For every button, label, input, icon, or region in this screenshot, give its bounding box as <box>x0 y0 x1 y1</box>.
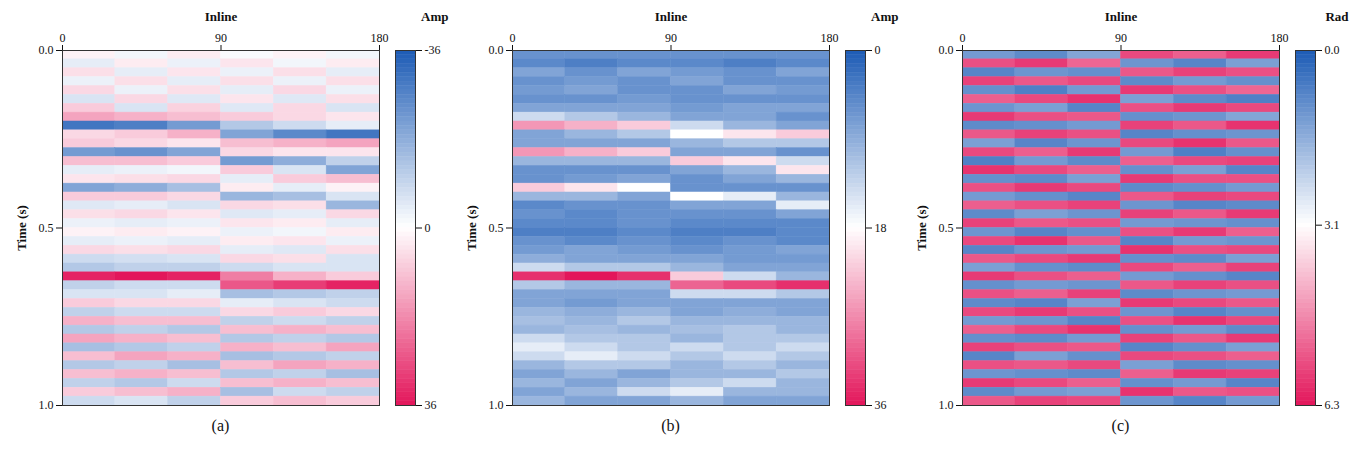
svg-text:36: 36 <box>875 398 887 412</box>
svg-text:18: 18 <box>875 221 887 235</box>
svg-text:180: 180 <box>821 31 839 45</box>
svg-text:Amp: Amp <box>421 9 448 24</box>
svg-text:Inline: Inline <box>1105 9 1138 24</box>
svg-text:180: 180 <box>1271 31 1289 45</box>
html-text:(b): (b) <box>661 417 680 434</box>
svg-text:0.5: 0.5 <box>489 221 504 235</box>
svg-text:90: 90 <box>665 31 677 45</box>
svg-text:0: 0 <box>60 31 66 45</box>
svg-text:0.0: 0.0 <box>489 43 504 57</box>
svg-text:0.0: 0.0 <box>1325 43 1340 57</box>
svg-text:0: 0 <box>510 31 516 45</box>
html-text:(c): (c) <box>1111 417 1130 434</box>
svg-text:90: 90 <box>1115 31 1127 45</box>
svg-text:0: 0 <box>425 221 431 235</box>
svg-text:90: 90 <box>215 31 227 45</box>
svg-text:0: 0 <box>960 31 966 45</box>
svg-text:36: 36 <box>425 398 437 412</box>
svg-text:Inline: Inline <box>205 9 238 24</box>
svg-text:3.1: 3.1 <box>1325 218 1340 232</box>
svg-text:0.5: 0.5 <box>939 221 954 235</box>
svg-text:Rad: Rad <box>1325 9 1349 24</box>
svg-text:Inline: Inline <box>655 9 688 24</box>
svg-text:0.0: 0.0 <box>39 43 54 57</box>
svg-text:0.0: 0.0 <box>939 43 954 57</box>
svg-text:1.0: 1.0 <box>39 398 54 412</box>
svg-text:1.0: 1.0 <box>939 398 954 412</box>
svg-text:Time (s): Time (s) <box>464 205 479 251</box>
svg-text:180: 180 <box>371 31 389 45</box>
svg-text:0.5: 0.5 <box>39 221 54 235</box>
html-text:(a): (a) <box>211 417 230 434</box>
svg-text:Time (s): Time (s) <box>914 205 929 251</box>
svg-text:Time (s): Time (s) <box>14 205 29 251</box>
svg-text:6.3: 6.3 <box>1325 398 1340 412</box>
svg-text:1.0: 1.0 <box>489 398 504 412</box>
svg-text:0: 0 <box>875 43 881 57</box>
svg-text:Amp: Amp <box>871 9 898 24</box>
svg-text:-36: -36 <box>425 43 441 57</box>
